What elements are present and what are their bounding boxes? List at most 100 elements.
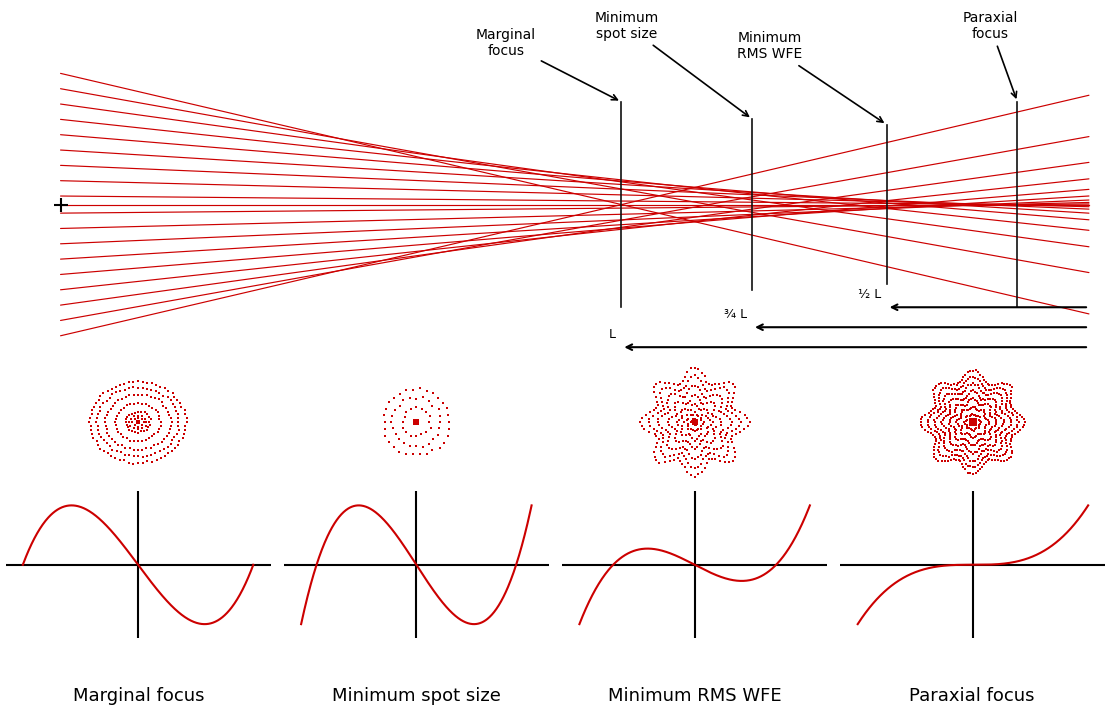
Point (950, 450, 968, 462)
Point (732, 416, 750, 428)
Point (974, 380, 992, 391)
Point (391, 388, 409, 399)
Point (928, 435, 945, 447)
Point (121, 398, 139, 409)
Point (126, 426, 143, 437)
Point (993, 377, 1011, 389)
Point (172, 401, 190, 413)
Point (953, 458, 971, 469)
Point (962, 447, 980, 458)
Point (654, 401, 672, 412)
Point (654, 436, 672, 447)
Text: Paraxial
focus: Paraxial focus (962, 11, 1018, 98)
Point (150, 388, 168, 399)
Point (116, 402, 133, 413)
Point (925, 416, 943, 428)
Point (942, 394, 960, 406)
Point (998, 428, 1015, 440)
Point (973, 454, 991, 466)
Point (119, 419, 137, 430)
Point (712, 401, 730, 413)
Point (964, 440, 982, 451)
Point (998, 441, 1015, 452)
Point (969, 367, 987, 378)
Point (983, 422, 1001, 433)
Point (937, 406, 954, 417)
Point (162, 420, 180, 432)
Point (988, 434, 1005, 445)
Point (121, 420, 139, 432)
Point (408, 430, 426, 442)
Point (1000, 453, 1018, 464)
Point (925, 408, 943, 419)
Point (1002, 402, 1020, 413)
Point (939, 455, 957, 467)
Point (980, 418, 998, 430)
Point (985, 454, 1003, 465)
Point (669, 379, 687, 391)
Point (660, 442, 678, 454)
Point (967, 415, 984, 427)
Point (701, 414, 719, 425)
Point (972, 416, 990, 428)
Point (944, 379, 962, 390)
Point (692, 459, 710, 470)
Point (932, 408, 950, 420)
Point (977, 420, 994, 431)
Point (962, 409, 980, 420)
Point (992, 437, 1010, 449)
Point (962, 455, 980, 467)
Point (957, 375, 974, 386)
Point (91, 401, 109, 413)
Point (971, 457, 989, 469)
Point (959, 367, 977, 378)
Point (150, 423, 168, 435)
Point (684, 413, 702, 425)
Text: Minimum
spot size: Minimum spot size (594, 11, 749, 116)
Point (102, 383, 120, 394)
Point (969, 373, 987, 384)
Point (980, 445, 998, 456)
Point (944, 411, 962, 423)
Point (925, 414, 943, 425)
Point (688, 416, 705, 428)
Point (940, 382, 958, 393)
Point (108, 410, 126, 421)
Point (163, 416, 181, 428)
Point (133, 398, 151, 409)
Point (652, 441, 670, 452)
Point (702, 419, 720, 430)
Point (959, 390, 977, 401)
Point (133, 451, 151, 462)
Point (129, 457, 147, 469)
Point (166, 442, 183, 453)
Point (989, 424, 1007, 435)
Point (107, 397, 124, 408)
Point (673, 458, 691, 469)
Point (991, 401, 1009, 413)
Point (142, 384, 160, 396)
Point (985, 445, 1003, 457)
Point (722, 420, 740, 431)
Point (958, 444, 975, 455)
Point (178, 413, 196, 424)
Point (679, 467, 697, 478)
Point (972, 385, 990, 396)
Point (661, 382, 679, 393)
Point (685, 444, 703, 455)
Point (693, 388, 711, 399)
Point (160, 410, 178, 421)
Point (713, 397, 731, 408)
Point (440, 410, 458, 421)
Point (167, 406, 184, 417)
Point (975, 388, 993, 399)
Point (661, 413, 679, 425)
Point (971, 435, 989, 446)
Point (690, 423, 708, 435)
Point (935, 440, 953, 452)
Point (687, 414, 704, 425)
Point (942, 446, 960, 457)
Point (705, 432, 723, 444)
Point (964, 448, 982, 459)
Point (933, 383, 951, 394)
